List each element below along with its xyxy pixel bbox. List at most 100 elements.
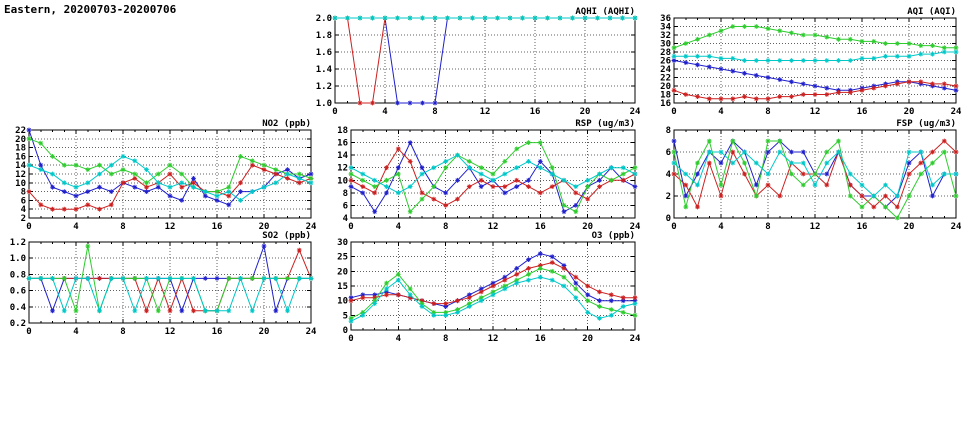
svg-text:8: 8 — [21, 188, 26, 198]
svg-text:O3 (ppb): O3 (ppb) — [592, 231, 635, 241]
svg-text:10: 10 — [337, 176, 348, 186]
svg-text:8: 8 — [443, 334, 448, 344]
svg-text:12: 12 — [488, 222, 499, 232]
svg-text:16: 16 — [15, 152, 26, 162]
svg-text:18: 18 — [337, 126, 348, 136]
page-title: Eastern, 20200703-20200706 — [4, 3, 177, 16]
chart-aqhi-canvas: 1.0 1.2 1.4 1.6 1.8 2.0 0 4 8 12 16 20 24 AQHI (AQHI) — [316, 7, 641, 117]
svg-text:4: 4 — [396, 222, 402, 232]
svg-text:0: 0 — [348, 334, 353, 344]
svg-text:16: 16 — [857, 107, 868, 117]
chart-rsp: 4 6 8 10 12 14 16 18 0 4 8 12 16 20 24 RSP (ug/m3) — [324, 117, 642, 234]
svg-text:16: 16 — [660, 99, 671, 109]
svg-text:1.0: 1.0 — [316, 99, 332, 109]
svg-text:0: 0 — [332, 107, 337, 117]
svg-text:4: 4 — [718, 222, 724, 232]
svg-text:0.8: 0.8 — [10, 270, 26, 280]
svg-text:4: 4 — [73, 222, 79, 232]
svg-text:4: 4 — [382, 107, 388, 117]
svg-text:1.6: 1.6 — [316, 48, 332, 58]
svg-text:8: 8 — [120, 327, 125, 337]
svg-text:4: 4 — [73, 327, 79, 337]
svg-text:32: 32 — [660, 31, 671, 41]
svg-text:14: 14 — [337, 151, 348, 161]
svg-text:20: 20 — [580, 107, 591, 117]
svg-text:1.2: 1.2 — [316, 82, 332, 92]
chart-o3-canvas: 0 5 10 15 20 25 30 0 4 8 12 16 20 24 O3 (ppb) — [337, 231, 641, 344]
svg-text:24: 24 — [660, 65, 671, 75]
svg-text:30: 30 — [660, 40, 671, 50]
svg-text:22: 22 — [660, 74, 671, 84]
svg-text:12: 12 — [165, 222, 176, 232]
svg-text:20: 20 — [259, 327, 270, 337]
svg-text:RSP (ug/m3): RSP (ug/m3) — [575, 119, 635, 129]
svg-text:20: 20 — [582, 222, 593, 232]
svg-text:0: 0 — [666, 214, 671, 224]
svg-text:22: 22 — [15, 126, 26, 136]
svg-text:1.2: 1.2 — [10, 238, 26, 248]
svg-text:24: 24 — [630, 222, 641, 232]
svg-text:20: 20 — [904, 222, 915, 232]
svg-text:4: 4 — [396, 334, 402, 344]
svg-text:20: 20 — [904, 107, 915, 117]
svg-text:4: 4 — [666, 170, 672, 180]
svg-text:8: 8 — [443, 222, 448, 232]
svg-text:14: 14 — [15, 161, 26, 171]
svg-text:8: 8 — [765, 222, 770, 232]
svg-text:24: 24 — [306, 222, 317, 232]
svg-text:NO2 (ppb): NO2 (ppb) — [262, 119, 311, 129]
svg-text:24: 24 — [951, 222, 962, 232]
svg-text:1.8: 1.8 — [316, 31, 332, 41]
svg-text:12: 12 — [337, 164, 348, 174]
chart-aqi: 16 18 20 22 24 26 28 30 32 34 36 0 4 8 12 16 20 24 AQI (AQ… — [647, 5, 963, 119]
svg-text:20: 20 — [660, 82, 671, 92]
svg-text:12: 12 — [480, 107, 491, 117]
svg-text:4: 4 — [718, 107, 724, 117]
svg-text:6: 6 — [21, 196, 26, 206]
svg-text:0: 0 — [671, 222, 676, 232]
svg-text:0: 0 — [343, 326, 348, 336]
svg-text:20: 20 — [259, 222, 270, 232]
svg-text:28: 28 — [660, 48, 671, 58]
svg-text:16: 16 — [212, 222, 223, 232]
svg-text:16: 16 — [337, 139, 348, 149]
svg-text:0: 0 — [26, 222, 31, 232]
svg-text:1.4: 1.4 — [316, 65, 333, 75]
svg-text:0: 0 — [348, 222, 353, 232]
svg-text:18: 18 — [15, 144, 26, 154]
chart-so2: 0.2 0.4 0.6 0.8 1.0 1.2 0 4 8 12 16 20 24 SO2 (ppb) — [2, 229, 318, 339]
svg-text:16: 16 — [857, 222, 868, 232]
svg-text:12: 12 — [488, 334, 499, 344]
svg-text:16: 16 — [535, 334, 546, 344]
svg-text:24: 24 — [630, 334, 641, 344]
chart-o3: 0 5 10 15 20 25 30 0 4 8 12 16 20 24 O3 (ppb) — [324, 229, 642, 346]
svg-text:8: 8 — [765, 107, 770, 117]
svg-text:20: 20 — [582, 334, 593, 344]
svg-text:36: 36 — [660, 14, 671, 24]
svg-text:30: 30 — [337, 238, 348, 248]
svg-text:0: 0 — [26, 327, 31, 337]
svg-text:24: 24 — [951, 107, 962, 117]
svg-text:15: 15 — [337, 282, 348, 292]
svg-text:6: 6 — [666, 148, 671, 158]
svg-text:AQHI (AQHI): AQHI (AQHI) — [575, 7, 635, 17]
svg-text:0.4: 0.4 — [10, 303, 27, 313]
svg-text:0.2: 0.2 — [10, 319, 26, 329]
svg-text:8: 8 — [120, 222, 125, 232]
chart-no2: 2 4 6 8 10 12 14 16 18 20 22 0 4 8 12 16 20 24 NO2 (ppb) — [2, 117, 318, 234]
svg-text:0: 0 — [671, 107, 676, 117]
svg-text:12: 12 — [810, 107, 821, 117]
svg-text:20: 20 — [337, 267, 348, 277]
svg-text:5: 5 — [343, 311, 348, 321]
svg-text:26: 26 — [660, 57, 671, 67]
svg-text:4: 4 — [21, 205, 27, 215]
svg-text:24: 24 — [306, 327, 317, 337]
svg-text:24: 24 — [630, 107, 641, 117]
svg-text:8: 8 — [432, 107, 437, 117]
svg-text:34: 34 — [660, 23, 671, 33]
svg-text:6: 6 — [343, 201, 348, 211]
svg-text:16: 16 — [535, 222, 546, 232]
svg-text:AQI (AQI): AQI (AQI) — [907, 7, 956, 17]
